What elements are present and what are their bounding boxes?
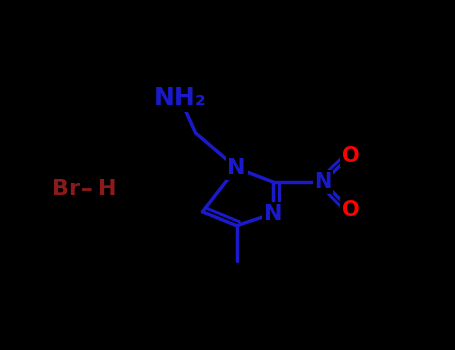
- Text: NH₂: NH₂: [153, 86, 206, 110]
- Text: N: N: [228, 158, 246, 178]
- Text: O: O: [342, 200, 359, 220]
- Text: N: N: [314, 172, 332, 192]
- Text: N: N: [264, 203, 282, 224]
- Text: H: H: [98, 179, 116, 199]
- Text: O: O: [342, 146, 359, 166]
- Text: Br: Br: [52, 179, 80, 199]
